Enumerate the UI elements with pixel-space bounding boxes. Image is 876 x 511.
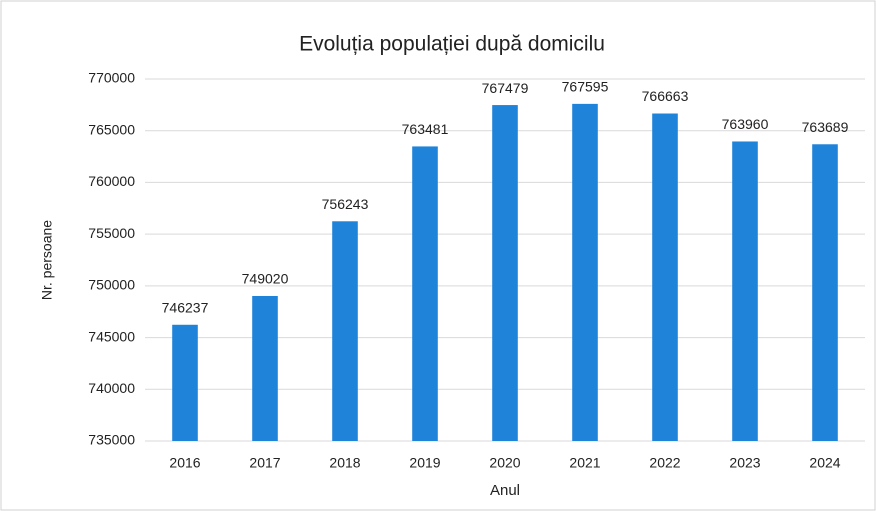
data-label: 763689 <box>802 119 849 135</box>
data-label: 767479 <box>482 80 529 96</box>
y-tick-label: 750000 <box>88 277 135 293</box>
x-tick-label: 2019 <box>409 455 440 471</box>
y-tick-label: 760000 <box>88 173 135 189</box>
data-label: 766663 <box>642 88 689 104</box>
y-tick-label: 735000 <box>88 432 135 448</box>
x-tick-label: 2016 <box>169 455 200 471</box>
y-axis-label: Nr. persoane <box>39 220 55 300</box>
data-label: 749020 <box>242 271 289 287</box>
x-axis-label: Anul <box>490 482 520 499</box>
y-tick-label: 755000 <box>88 225 135 241</box>
bar <box>812 144 838 441</box>
y-tick-label: 745000 <box>88 328 135 344</box>
bar <box>732 141 758 441</box>
x-tick-label: 2020 <box>489 455 520 471</box>
x-tick-label: 2021 <box>569 455 600 471</box>
bar <box>412 146 438 441</box>
y-tick-label: 770000 <box>88 70 135 86</box>
data-label: 746237 <box>162 299 209 315</box>
data-label: 756243 <box>322 196 369 212</box>
x-tick-label: 2022 <box>649 455 680 471</box>
data-label: 763481 <box>402 121 449 137</box>
x-tick-label: 2017 <box>249 455 280 471</box>
bar <box>652 113 678 442</box>
data-label: 767595 <box>562 79 609 95</box>
bar <box>572 103 598 441</box>
y-tick-label: 765000 <box>88 121 135 137</box>
y-tick-label: 740000 <box>88 380 135 396</box>
bar <box>492 105 518 441</box>
bar <box>332 221 358 441</box>
data-label: 763960 <box>722 116 769 132</box>
bar <box>252 295 278 441</box>
x-tick-label: 2023 <box>729 455 760 471</box>
x-tick-label: 2024 <box>809 455 840 471</box>
chart-title: Evoluția populației după domicilu <box>299 33 605 56</box>
x-tick-label: 2018 <box>329 455 360 471</box>
bar <box>172 324 198 441</box>
